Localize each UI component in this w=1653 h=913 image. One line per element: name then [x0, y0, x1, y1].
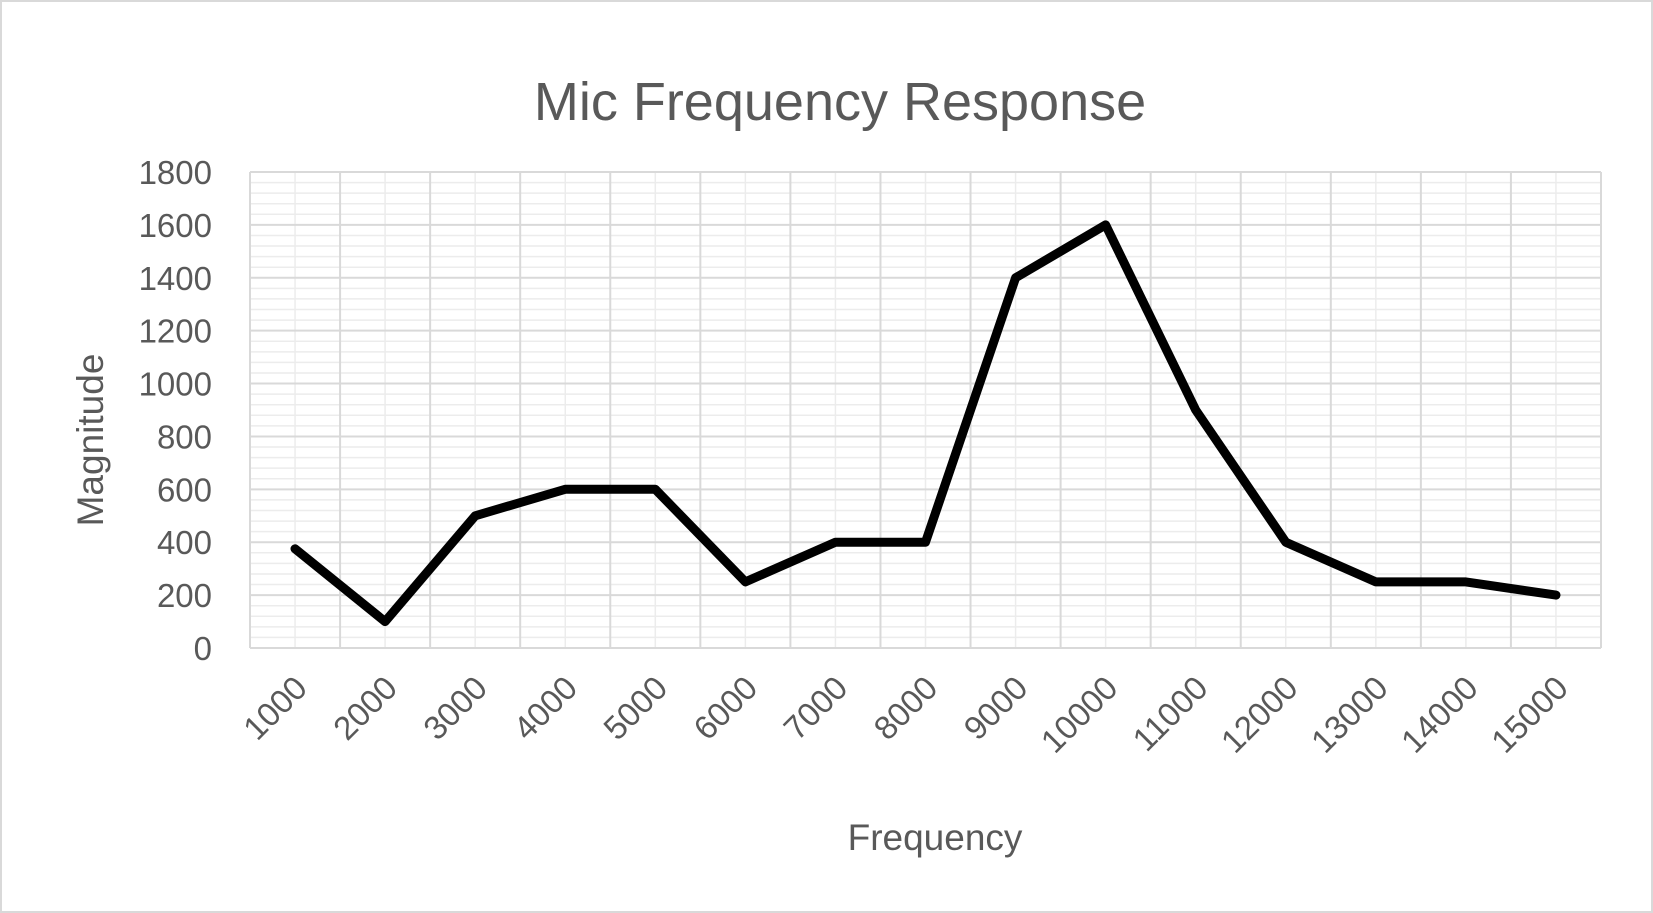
y-axis-ticks: 0 200 400 600 800 1000 1200 1400 1600 1800 — [139, 154, 212, 667]
series-layer — [290, 220, 1561, 627]
x-tick-label: 14000 — [1394, 669, 1485, 760]
y-tick-label: 1200 — [139, 313, 212, 350]
major-gridlines — [249, 171, 1602, 649]
y-tick-label: 1400 — [139, 260, 212, 297]
x-tick-label: 3000 — [416, 669, 494, 747]
x-tick-label: 7000 — [776, 669, 854, 747]
x-tick-label: 1000 — [236, 669, 314, 747]
x-tick-label: 15000 — [1484, 669, 1575, 760]
x-axis-title: Frequency — [848, 817, 1023, 858]
data-point — [744, 581, 746, 583]
y-tick-label: 1600 — [139, 207, 212, 244]
x-axis-ticks: 1000 2000 3000 4000 5000 6000 7000 8000 9000 1000… — [236, 669, 1575, 760]
data-point — [294, 548, 296, 550]
data-point — [1195, 409, 1197, 411]
x-tick-label: 10000 — [1034, 669, 1125, 760]
y-tick-label: 0 — [194, 630, 212, 667]
x-tick-label: 12000 — [1214, 669, 1305, 760]
x-tick-label: 6000 — [686, 669, 764, 747]
data-point — [474, 515, 476, 517]
data-point — [1555, 594, 1557, 596]
x-tick-label: 8000 — [866, 669, 944, 747]
x-tick-label: 4000 — [506, 669, 584, 747]
y-tick-label: 200 — [157, 577, 212, 614]
data-point — [1285, 541, 1287, 543]
y-tick-label: 1000 — [139, 366, 212, 403]
x-tick-label: 13000 — [1304, 669, 1395, 760]
data-point — [1375, 581, 1377, 583]
x-tick-label: 11000 — [1125, 669, 1214, 758]
y-axis-title: Magnitude — [70, 354, 111, 527]
x-tick-label: 9000 — [956, 669, 1034, 747]
x-tick-label: 5000 — [596, 669, 674, 747]
y-tick-label: 1800 — [139, 154, 212, 191]
x-tick-label: 2000 — [326, 669, 404, 747]
data-point — [1465, 581, 1467, 583]
y-tick-label: 400 — [157, 524, 212, 561]
minor-gridlines — [250, 172, 1601, 648]
y-tick-label: 800 — [157, 418, 212, 455]
data-point — [1015, 277, 1017, 279]
data-point — [384, 621, 386, 623]
data-point — [1105, 224, 1107, 226]
y-tick-label: 600 — [157, 471, 212, 508]
data-point — [925, 541, 926, 543]
chart-title: Mic Frequency Response — [534, 72, 1146, 132]
data-point — [564, 488, 566, 490]
data-point — [834, 541, 836, 543]
data-point — [654, 488, 656, 490]
